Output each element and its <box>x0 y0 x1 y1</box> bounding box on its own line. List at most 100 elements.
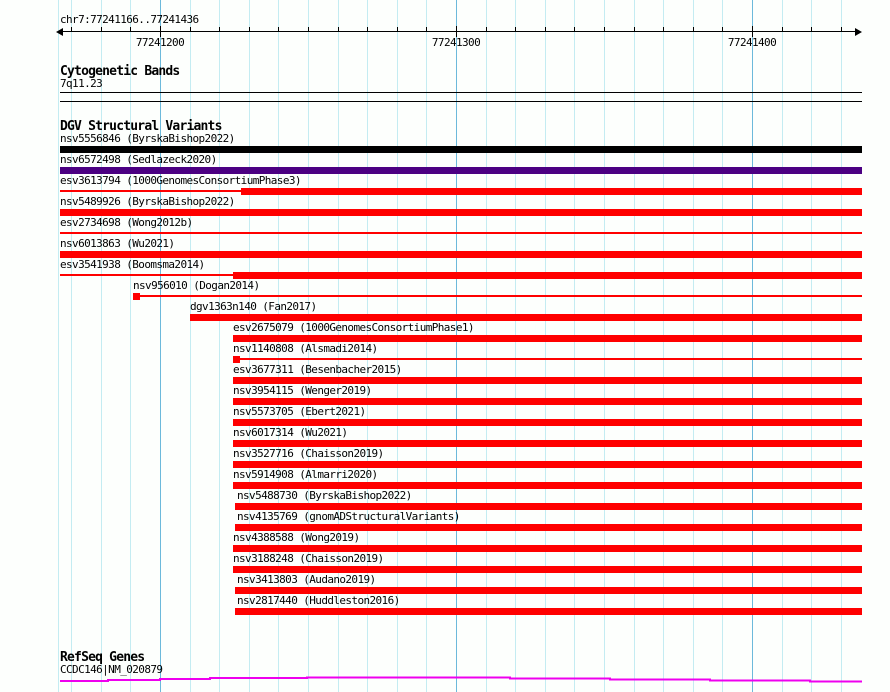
ruler-arrow-left-icon <box>56 28 63 36</box>
variant-label[interactable]: nsv4388588 (Wong2019) <box>233 531 360 544</box>
ruler-minor-tick <box>722 27 723 32</box>
ruler-minor-tick <box>397 27 398 32</box>
variant-bar[interactable] <box>190 314 862 321</box>
gridline-minor <box>811 0 812 692</box>
variant-bar-block[interactable] <box>233 356 240 363</box>
variant-bar-line[interactable] <box>240 358 862 360</box>
gridline-minor <box>693 0 694 692</box>
ruler-tick-label: 77241400 <box>727 36 777 49</box>
gridline-minor <box>130 0 131 692</box>
gridline-minor <box>841 0 842 692</box>
gridline-minor <box>486 0 487 692</box>
variant-label[interactable]: nsv5573705 (Ebert2021) <box>233 405 366 418</box>
variant-label[interactable]: nsv6572498 (Sedlazeck2020) <box>60 153 217 166</box>
variant-label[interactable]: nsv5556846 (ByrskaBishop2022) <box>60 132 235 145</box>
gridline-major <box>160 0 161 692</box>
variant-bar[interactable] <box>60 251 862 258</box>
variant-bar[interactable] <box>233 482 862 489</box>
variant-bar[interactable] <box>233 335 862 342</box>
ruler-arrow-right-icon <box>855 28 862 36</box>
gridline-minor <box>426 0 427 692</box>
ruler-tick-label: 77241300 <box>431 36 481 49</box>
gridline-minor <box>249 0 250 692</box>
ruler-tick-label: 77241200 <box>135 36 185 49</box>
gridline-minor <box>722 0 723 692</box>
variant-label[interactable]: nsv3188248 (Chaisson2019) <box>233 552 384 565</box>
variant-label[interactable]: dgv1363n140 (Fan2017) <box>190 300 317 313</box>
variant-label[interactable]: nsv1140808 (Alsmadi2014) <box>233 342 378 355</box>
ruler-minor-tick <box>249 27 250 32</box>
variant-bar[interactable] <box>233 419 862 426</box>
variant-bar[interactable] <box>233 566 862 573</box>
variant-bar[interactable] <box>235 503 862 510</box>
variant-bar-block[interactable] <box>133 293 140 300</box>
ruler-minor-tick <box>338 27 339 32</box>
variant-label[interactable]: nsv4135769 (gnomADStructuralVariants) <box>237 510 460 523</box>
gridline-major <box>752 0 753 692</box>
ruler-minor-tick <box>426 27 427 32</box>
variant-bar-line[interactable] <box>140 295 862 297</box>
variant-bar[interactable] <box>233 398 862 405</box>
ruler-minor-tick <box>841 27 842 32</box>
gridline-minor <box>338 0 339 692</box>
ruler-minor-tick <box>634 27 635 32</box>
variant-label[interactable]: esv3541938 (Boomsma2014) <box>60 258 205 271</box>
variant-bar[interactable] <box>60 209 862 216</box>
ruler-minor-tick <box>130 27 131 32</box>
gridline-minor <box>278 0 279 692</box>
variant-label[interactable]: nsv956010 (Dogan2014) <box>133 279 260 292</box>
refseq-title: RefSeq Genes <box>60 650 145 665</box>
variant-label[interactable]: nsv3954115 (Wenger2019) <box>233 384 372 397</box>
gridline-minor <box>515 0 516 692</box>
variant-label[interactable]: nsv5488730 (ByrskaBishop2022) <box>237 489 412 502</box>
ruler-minor-tick <box>219 27 220 32</box>
gridline-minor <box>634 0 635 692</box>
ruler-minor-tick <box>811 27 812 32</box>
gridline-minor <box>71 0 72 692</box>
ruler-major-tick <box>752 26 753 37</box>
variant-bar[interactable] <box>233 377 862 384</box>
gridline-minor <box>367 0 368 692</box>
variant-label[interactable]: nsv2817440 (Huddleston2016) <box>237 594 400 607</box>
gene-label[interactable]: CCDC146|NM_020879 <box>60 663 163 676</box>
variant-label[interactable]: esv2734698 (Wong2012b) <box>60 216 193 229</box>
variant-bar[interactable] <box>235 608 862 615</box>
gridline-minor <box>308 0 309 692</box>
variant-label[interactable]: esv3677311 (Besenbacher2015) <box>233 363 402 376</box>
region-label: chr7:77241166..77241436 <box>60 13 199 26</box>
variant-bar[interactable] <box>60 167 862 174</box>
ruler-line <box>60 31 858 32</box>
cytoband-name: 7q11.23 <box>60 77 103 90</box>
variant-label[interactable]: nsv5914908 (Almarri2020) <box>233 468 378 481</box>
ruler-minor-tick <box>308 27 309 32</box>
variant-bar-line[interactable] <box>60 274 233 276</box>
variant-bar-line[interactable] <box>60 190 241 192</box>
gridline-minor <box>397 0 398 692</box>
variant-bar-line[interactable] <box>60 232 862 234</box>
ruler-major-tick <box>456 26 457 37</box>
ruler-minor-tick <box>71 27 72 32</box>
variant-bar[interactable] <box>233 440 862 447</box>
cytoband-box <box>60 92 862 102</box>
gridline-minor <box>663 0 664 692</box>
gridline-major <box>456 0 457 692</box>
cytobands-title: Cytogenetic Bands <box>60 64 180 79</box>
variant-label[interactable]: nsv6017314 (Wu2021) <box>233 426 348 439</box>
variant-bar[interactable] <box>60 146 862 153</box>
variant-bar[interactable] <box>233 545 862 552</box>
variant-bar[interactable] <box>241 188 862 195</box>
variant-bar[interactable] <box>233 272 862 279</box>
gridline-minor <box>782 0 783 692</box>
variant-label[interactable]: nsv3413803 (Audano2019) <box>237 573 376 586</box>
variant-label[interactable]: nsv6013863 (Wu2021) <box>60 237 175 250</box>
variant-label[interactable]: esv2675079 (1000GenomesConsortiumPhase1) <box>233 321 475 334</box>
variant-label[interactable]: nsv5489926 (ByrskaBishop2022) <box>60 195 235 208</box>
ruler-minor-tick <box>604 27 605 32</box>
variant-bar[interactable] <box>235 524 862 531</box>
variant-label[interactable]: nsv3527716 (Chaisson2019) <box>233 447 384 460</box>
ruler-minor-tick <box>278 27 279 32</box>
variant-label[interactable]: esv3613794 (1000GenomesConsortiumPhase3) <box>60 174 302 187</box>
variant-bar[interactable] <box>233 461 862 468</box>
variant-bar[interactable] <box>235 587 862 594</box>
